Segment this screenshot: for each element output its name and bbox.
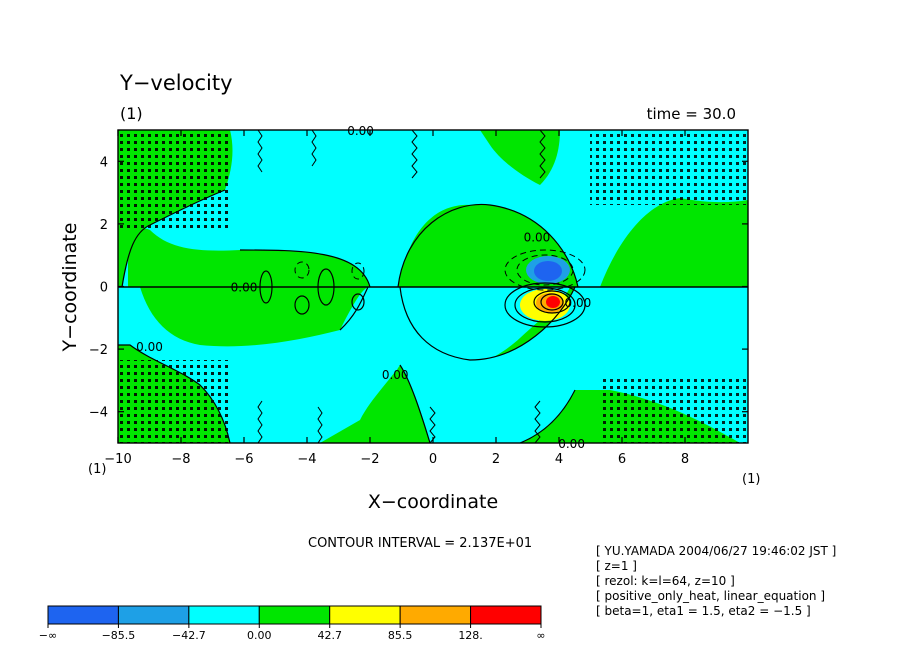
contour-label: 0.00 <box>136 340 163 354</box>
x-axis-label: X−coordinate <box>368 491 498 513</box>
info-line: [ beta=1, eta1 = 1.5, eta2 = −1.5 ] <box>596 604 811 618</box>
contour-field <box>118 130 748 443</box>
y-axis-label: Y−coordinate <box>59 223 81 353</box>
time-label: time = 30.0 <box>647 105 736 123</box>
colorbar-labels: −∞ −85.5 −42.7 0.00 42.7 85.5 128. ∞ <box>39 624 546 642</box>
contour-labels: 0.00 0.00 0.00 0.00 0.00 0.00 0.00 <box>136 124 591 451</box>
x-tick-label: 4 <box>555 452 563 467</box>
colorbar-label: −85.5 <box>102 629 136 642</box>
x-tick-label: −8 <box>171 452 190 467</box>
x-tick-label: −2 <box>360 452 379 467</box>
contour-label: 0.00 <box>347 124 374 138</box>
info-line: [ z=1 ] <box>596 559 637 573</box>
x-tick-label: 0 <box>429 452 437 467</box>
colorbar-label: 128. <box>458 629 483 642</box>
x-tick-label: −6 <box>234 452 253 467</box>
x-tick-label: 6 <box>618 452 626 467</box>
colorbar-swatch <box>329 605 401 625</box>
contour-label: 0.00 <box>524 230 551 244</box>
contour-label: 0.00 <box>558 437 585 451</box>
colorbar-label: −∞ <box>39 629 57 642</box>
colorbar-label: 42.7 <box>317 629 342 642</box>
y-tick-label: −4 <box>89 406 108 421</box>
x-tick-label: 2 <box>492 452 500 467</box>
y-tick-label: 2 <box>100 218 108 233</box>
x-tick-label: −4 <box>297 452 316 467</box>
y-tick-label: 0 <box>100 281 108 296</box>
x-tick-label: 8 <box>681 452 689 467</box>
info-block: [ YU.YAMADA 2004/06/27 19:46:02 JST ][ z… <box>596 544 836 618</box>
contour-interval: CONTOUR INTERVAL = 2.137E+01 <box>308 536 532 551</box>
colorbar <box>47 605 542 625</box>
colorbar-label: −42.7 <box>172 629 206 642</box>
x-tick-label: −10 <box>104 452 131 467</box>
contour-label: 0.00 <box>231 281 258 295</box>
colorbar-swatch <box>470 605 542 625</box>
chart-title: Y−velocity <box>119 71 233 95</box>
info-line: [ rezol: k=l=64, z=10 ] <box>596 574 735 588</box>
colorbar-label: 0.00 <box>247 629 272 642</box>
y-tick-label: 4 <box>100 155 108 170</box>
info-line: [ positive_only_heat, linear_equation ] <box>596 589 825 603</box>
colorbar-label: ∞ <box>536 629 545 642</box>
colorbar-swatch <box>117 605 190 625</box>
contour-label: 0.00 <box>565 296 592 310</box>
x-axis-ticks: −10 −8 −6 −4 −2 0 2 4 6 8 <box>104 130 689 467</box>
colorbar-swatch <box>47 605 119 625</box>
info-line: [ YU.YAMADA 2004/06/27 19:46:02 JST ] <box>596 544 836 558</box>
colorbar-label: 85.5 <box>388 629 413 642</box>
colorbar-swatch <box>258 605 331 625</box>
x-unit-left: (1) <box>88 462 106 477</box>
x-unit-right: (1) <box>742 472 760 487</box>
y-axis-ticks: 4 2 0 −2 −4 <box>89 155 748 421</box>
chart-subtitle: (1) <box>120 104 143 123</box>
colorbar-swatch <box>188 605 260 625</box>
y-tick-label: −2 <box>89 343 108 358</box>
colorbar-swatch <box>399 605 472 625</box>
contour-label: 0.00 <box>382 368 409 382</box>
